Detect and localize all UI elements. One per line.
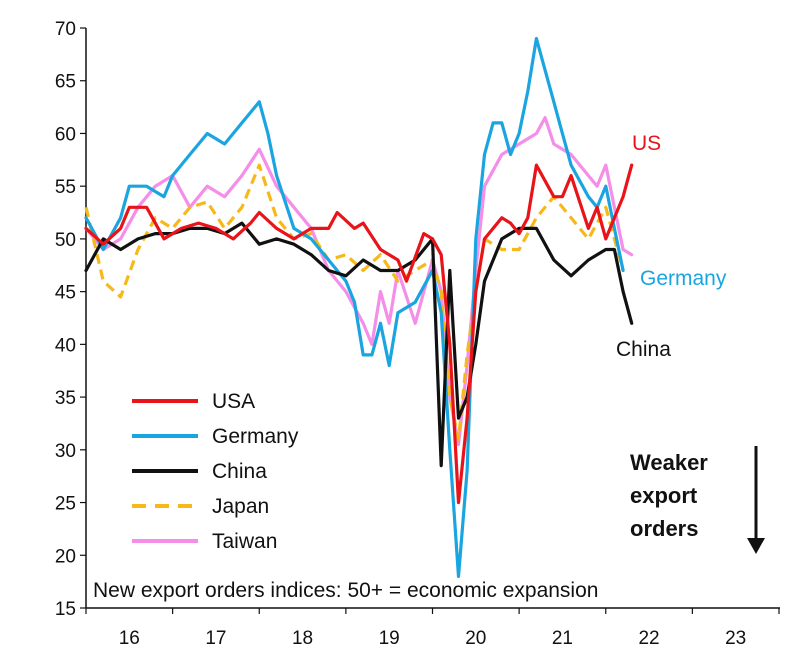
- end-label-china: China: [616, 338, 671, 361]
- legend: USA Germany China Japan Taiwan: [132, 390, 299, 553]
- y-tick-label: 60: [55, 124, 76, 145]
- weaker-label-line-2: export: [630, 483, 698, 508]
- y-tick-label: 45: [55, 283, 76, 304]
- legend-label-japan: Japan: [212, 495, 269, 518]
- end-label-germany: Germany: [640, 267, 727, 290]
- x-tick-label: 21: [552, 628, 573, 649]
- y-tick-label: 50: [55, 230, 76, 251]
- end-label-usa: US: [632, 132, 661, 155]
- y-tick-label: 35: [55, 388, 76, 409]
- series-line-china: [84, 221, 634, 468]
- y-ticks: 15 20 25 30 35 40 45 50 55 60 65 70: [55, 19, 86, 620]
- x-tick-label: 18: [292, 628, 313, 649]
- weaker-label-line-3: orders: [630, 516, 698, 541]
- series-lines: [84, 36, 634, 578]
- y-tick-label: 65: [55, 72, 76, 93]
- x-tick-label: 22: [638, 628, 659, 649]
- series-line-taiwan: [84, 116, 634, 447]
- y-tick-label: 70: [55, 19, 76, 40]
- legend-label-germany: Germany: [212, 425, 299, 448]
- down-arrow-icon: [747, 538, 765, 554]
- y-tick-label: 55: [55, 177, 76, 198]
- x-ticks: 16 17 18 19 20 21 22 23: [85, 608, 780, 649]
- weaker-label-line-1: Weaker: [630, 450, 708, 475]
- footnote-annotation: New export orders indices: 50+ = economi…: [93, 579, 598, 602]
- x-tick-label: 20: [465, 628, 486, 649]
- x-tick-label: 23: [725, 628, 746, 649]
- x-tick-label: 19: [379, 628, 400, 649]
- y-tick-label: 40: [55, 335, 76, 356]
- legend-label-taiwan: Taiwan: [212, 530, 277, 553]
- x-tick-label: 16: [119, 628, 140, 649]
- y-tick-label: 25: [55, 494, 76, 515]
- series-line-japan: [84, 163, 625, 441]
- series-line-germany: [84, 36, 625, 578]
- series-line-usa: [84, 163, 634, 505]
- axes: 15 20 25 30 35 40 45 50 55 60 65 70 16 17 18 19 20 21 22 2…: [55, 19, 780, 649]
- weaker-export-orders-annotation: Weaker export orders: [630, 446, 765, 554]
- end-labels: US Germany China: [616, 132, 727, 361]
- y-tick-label: 15: [55, 599, 76, 620]
- legend-label-china: China: [212, 460, 267, 483]
- legend-label-usa: USA: [212, 390, 255, 413]
- y-tick-label: 30: [55, 441, 76, 462]
- y-tick-label: 20: [55, 546, 76, 567]
- x-tick-label: 17: [205, 628, 226, 649]
